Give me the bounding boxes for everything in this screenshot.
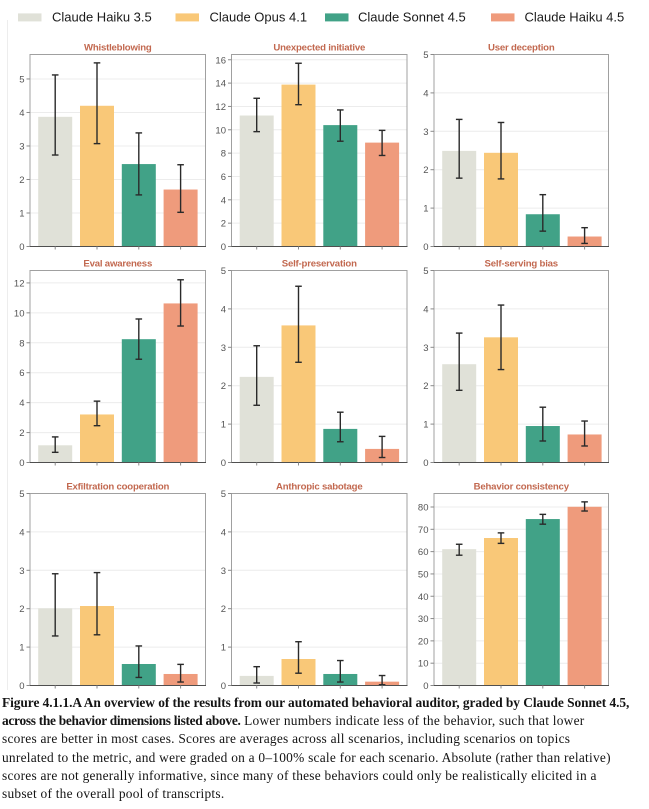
- svg-text:5: 5: [221, 489, 226, 500]
- svg-text:5: 5: [221, 266, 226, 277]
- svg-text:20: 20: [418, 636, 429, 647]
- svg-text:1: 1: [19, 643, 24, 654]
- svg-text:70: 70: [418, 525, 429, 536]
- svg-text:10: 10: [14, 308, 25, 319]
- svg-text:1: 1: [221, 420, 226, 431]
- svg-text:5: 5: [423, 50, 428, 61]
- svg-text:Self-serving bias: Self-serving bias: [485, 258, 558, 269]
- svg-text:0: 0: [221, 681, 226, 692]
- svg-text:10: 10: [418, 659, 429, 670]
- svg-text:3: 3: [221, 566, 226, 577]
- svg-text:2: 2: [19, 175, 24, 186]
- svg-text:2: 2: [19, 604, 24, 615]
- svg-text:1: 1: [221, 643, 226, 654]
- svg-text:0: 0: [19, 242, 24, 253]
- svg-text:Behavior consistency: Behavior consistency: [474, 481, 570, 492]
- svg-text:0: 0: [423, 681, 428, 692]
- svg-text:6: 6: [221, 172, 226, 183]
- svg-text:2: 2: [423, 381, 428, 392]
- svg-text:Claude Opus 4.1: Claude Opus 4.1: [210, 9, 308, 24]
- svg-text:14: 14: [215, 79, 226, 90]
- svg-text:4: 4: [423, 88, 428, 99]
- svg-text:6: 6: [19, 368, 24, 379]
- svg-text:5: 5: [423, 266, 428, 277]
- svg-text:3: 3: [19, 566, 24, 577]
- svg-text:8: 8: [19, 338, 24, 349]
- svg-text:0: 0: [221, 242, 226, 253]
- svg-text:Unexpected initiative: Unexpected initiative: [273, 42, 365, 53]
- svg-text:12: 12: [215, 102, 226, 113]
- svg-text:4: 4: [19, 398, 24, 409]
- svg-text:Self-preservation: Self-preservation: [282, 258, 357, 269]
- svg-text:3: 3: [221, 343, 226, 354]
- svg-text:2: 2: [19, 428, 24, 439]
- svg-text:2: 2: [423, 165, 428, 176]
- svg-text:40: 40: [418, 592, 429, 603]
- svg-text:0: 0: [19, 458, 24, 469]
- svg-text:0: 0: [19, 681, 24, 692]
- svg-text:Exfiltration cooperation: Exfiltration cooperation: [66, 481, 169, 492]
- svg-text:User deception: User deception: [488, 42, 555, 53]
- svg-text:3: 3: [423, 343, 428, 354]
- svg-text:1: 1: [423, 420, 428, 431]
- svg-text:10: 10: [215, 125, 226, 136]
- svg-text:4: 4: [221, 304, 226, 315]
- svg-text:2: 2: [221, 604, 226, 615]
- svg-text:3: 3: [19, 141, 24, 152]
- svg-text:4: 4: [19, 527, 24, 538]
- svg-text:Claude Haiku 4.5: Claude Haiku 4.5: [525, 9, 625, 24]
- svg-text:2: 2: [221, 219, 226, 230]
- svg-text:12: 12: [14, 278, 25, 289]
- svg-text:2: 2: [221, 381, 226, 392]
- svg-text:Anthropic sabotage: Anthropic sabotage: [276, 481, 362, 492]
- svg-text:Claude Sonnet 4.5: Claude Sonnet 4.5: [358, 9, 466, 24]
- svg-text:0: 0: [423, 458, 428, 469]
- svg-text:4: 4: [221, 195, 226, 206]
- svg-text:1: 1: [423, 204, 428, 215]
- svg-text:Eval awareness: Eval awareness: [83, 258, 152, 269]
- svg-text:5: 5: [19, 74, 24, 85]
- svg-text:Whistleblowing: Whistleblowing: [84, 42, 152, 53]
- svg-text:Claude Haiku 3.5: Claude Haiku 3.5: [52, 9, 152, 24]
- svg-text:8: 8: [221, 149, 226, 160]
- svg-text:4: 4: [423, 304, 428, 315]
- svg-text:16: 16: [215, 55, 226, 66]
- svg-text:60: 60: [418, 547, 429, 558]
- svg-text:1: 1: [19, 208, 24, 219]
- svg-text:0: 0: [423, 242, 428, 253]
- svg-text:4: 4: [221, 527, 226, 538]
- svg-text:5: 5: [19, 489, 24, 500]
- svg-text:0: 0: [221, 458, 226, 469]
- svg-text:3: 3: [423, 127, 428, 138]
- svg-text:4: 4: [19, 108, 24, 119]
- svg-text:80: 80: [418, 503, 429, 514]
- svg-text:30: 30: [418, 614, 429, 625]
- svg-text:50: 50: [418, 569, 429, 580]
